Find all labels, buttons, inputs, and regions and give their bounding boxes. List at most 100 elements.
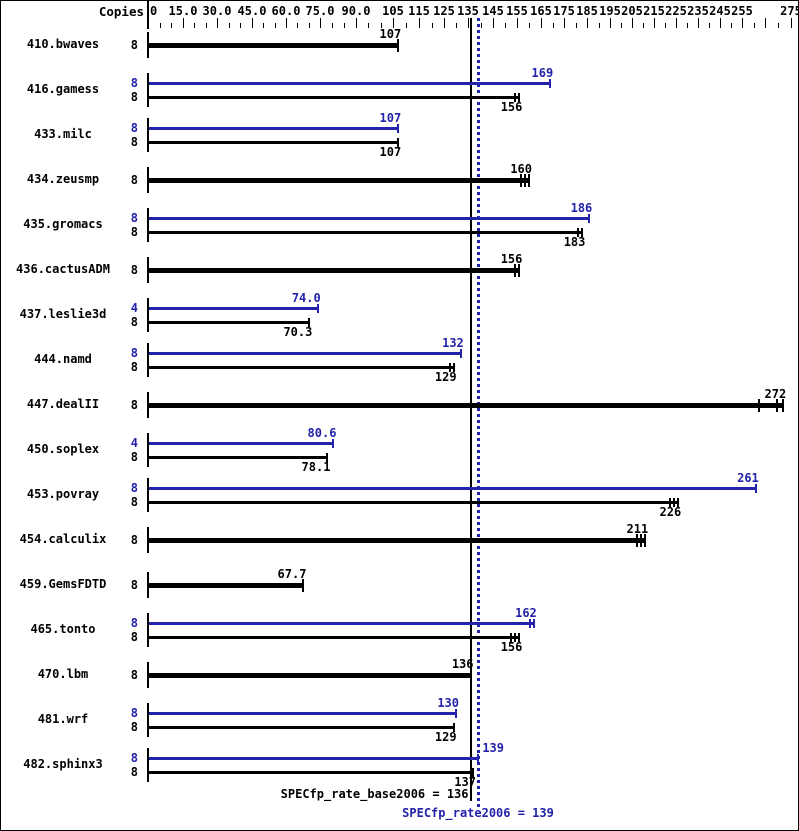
axis-major-tick [444,18,445,28]
bar-end-tick [581,228,584,237]
axis-tick-label: 255 [731,4,753,18]
result-bar-base [149,673,471,678]
axis-minor-tick [643,23,644,28]
result-bar-peak [149,352,461,355]
row-bracket [147,298,149,332]
axis-tick-label: 195 [599,4,621,18]
axis-tick-label: 185 [576,4,598,18]
bar-end-tick [316,304,319,313]
benchmark-name: 416.gamess [26,82,100,96]
bar-end-tick [518,93,521,102]
bar-end-tick [332,439,335,448]
result-bar-peak [149,217,590,220]
result-bar-base [149,231,583,234]
bar-end-tick [528,619,531,628]
bar-end-tick [514,93,517,102]
axis-major-tick [676,18,677,28]
copies-value: 8 [130,90,138,104]
axis-major-tick [183,18,184,28]
result-bar-base [149,501,679,504]
row-bracket [147,703,149,737]
axis-minor-tick [406,23,407,28]
bar-end-tick [452,723,455,732]
bar-end-tick [448,363,451,372]
bar-value-label: 139 [482,741,504,755]
axis-minor-tick [308,23,310,28]
bar-end-tick [758,399,761,412]
bar-value-label: 183 [563,235,586,249]
bar-value-label: 156 [500,640,523,654]
copies-value: 8 [130,616,138,630]
bar-end-tick [469,669,472,682]
row-bracket [147,73,149,107]
benchmark-name: 435.gromacs [23,217,103,231]
bar-value-label: 70.3 [283,325,313,339]
result-bar-base [149,43,399,48]
axis-tick-label: 245 [709,4,731,18]
row-bracket [147,662,149,688]
bar-end-tick [518,264,521,277]
axis-tick-label: 155 [506,4,528,18]
copies-column-header: Copies [98,4,144,19]
result-bar-peak [149,127,399,130]
axis-tick-label: 235 [687,4,709,18]
axis-minor-tick [368,23,370,28]
bar-value-label: 226 [659,505,682,519]
axis-major-tick [610,18,611,28]
row-bracket [147,748,149,782]
axis-major-tick [393,18,394,28]
copies-value: 8 [130,751,138,765]
axis-major-tick [493,18,494,28]
bar-value-label: 74.0 [291,291,321,305]
bar-end-tick [397,138,400,147]
bar-end-tick [308,318,311,327]
axis-minor-tick [431,23,433,28]
axis-minor-tick [731,23,732,28]
bar-value-label: 130 [437,696,459,710]
axis-tick-label: 105 [382,4,404,18]
bar-value-label: 156 [500,252,523,266]
copies-value: 8 [130,38,138,52]
axis-tick-label: 115 [408,4,430,18]
bar-end-tick [459,349,462,358]
axis-minor-tick [456,23,457,28]
axis-tick-label: 60.0 [271,4,301,18]
bar-value-label: 186 [570,201,593,215]
result-bar-base [149,268,520,273]
bar-end-tick [549,79,552,88]
axis-minor-tick [240,23,242,28]
copies-value: 8 [130,668,138,682]
copies-value: 8 [130,398,138,412]
axis-major-tick [765,18,766,28]
axis-major-tick [217,18,218,28]
bar-value-label: 67.7 [277,567,307,581]
result-bar-peak [149,487,756,490]
benchmark-name: 470.lbm [37,667,89,681]
axis-major-tick [654,18,655,28]
axis-major-tick [517,18,518,28]
bar-end-tick [754,484,757,493]
bar-value-label: 261 [737,471,759,485]
bar-end-tick [520,174,522,187]
axis-major-tick [564,18,565,28]
result-bar-base [149,636,520,639]
bar-end-tick [524,174,526,187]
copies-value: 8 [130,630,138,644]
bar-end-tick [528,174,530,187]
copies-value: 8 [130,495,138,509]
row-bracket [147,32,149,58]
axis-minor-tick [171,23,173,28]
axis-tick-label: 205 [621,4,643,18]
result-bar-peak [149,712,456,715]
axis-tick-label: 145 [482,4,504,18]
result-bar-base [149,771,473,774]
row-bracket [147,208,149,242]
copies-value: 8 [130,135,138,149]
bar-end-tick [640,534,643,547]
bar-value-label: 107 [379,27,402,41]
copies-value: 8 [130,720,138,734]
bar-end-tick [302,579,305,592]
axis-minor-tick [159,23,161,28]
bar-end-tick [326,453,329,462]
